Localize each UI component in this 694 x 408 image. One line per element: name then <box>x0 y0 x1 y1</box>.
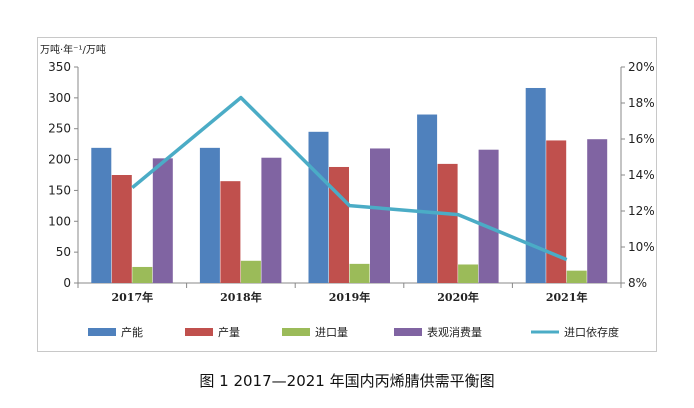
bar-产量 <box>329 166 349 283</box>
figure-caption: 图 1 2017—2021 年国内丙烯腈供需平衡图 <box>199 372 495 390</box>
legend-swatch-进口量 <box>282 328 310 336</box>
bar-进口量 <box>240 260 261 283</box>
y-right-tick-label: 12% <box>628 204 655 218</box>
bar-产能 <box>417 114 438 284</box>
legend-swatch-产量 <box>185 328 213 336</box>
bar-产能 <box>308 131 329 283</box>
y-right-tick-label: 10% <box>628 240 655 254</box>
x-tick-label: 2021年 <box>546 290 588 304</box>
y-left-tick-label: 250 <box>48 122 71 136</box>
y-left-tick-label: 200 <box>48 153 71 167</box>
y-right-tick-label: 14% <box>628 168 655 182</box>
y-left-tick-label: 0 <box>63 276 71 290</box>
legend-label-进口量: 进口量 <box>315 326 348 339</box>
bar-进口量 <box>132 266 153 283</box>
bar-产量 <box>546 140 567 283</box>
bar-表观消费量 <box>261 157 282 283</box>
y-right-tick-label: 8% <box>628 276 647 290</box>
x-tick-label: 2017年 <box>111 290 153 304</box>
legend-swatch-表观消费量 <box>394 328 422 336</box>
bar-产能 <box>199 147 220 283</box>
bar-产能 <box>91 147 112 283</box>
y-left-tick-label: 100 <box>48 214 71 228</box>
y-left-tick-label: 350 <box>48 60 71 74</box>
legend-label-进口依存度: 进口依存度 <box>564 325 619 339</box>
legend-label-产能: 产能 <box>121 325 143 339</box>
y-left-tick-label: 300 <box>48 91 71 105</box>
x-tick-label: 2019年 <box>329 290 371 304</box>
bar-产量 <box>111 175 132 283</box>
bar-表观消费量 <box>152 158 173 283</box>
legend-swatch-产能 <box>88 328 116 336</box>
y-right-tick-label: 16% <box>628 132 655 146</box>
legend-label-产量: 产量 <box>218 325 240 339</box>
bar-产量 <box>220 181 241 283</box>
bar-进口量 <box>458 264 479 283</box>
combo-chart: 万吨·年⁻¹/万吨 0 50 100 150 200 250 300 350 8% 10% 12% 1… <box>40 43 655 339</box>
bar-表观消费量 <box>370 148 390 283</box>
x-tick-label: 2018年 <box>220 290 262 304</box>
legend-label-表观消费量: 表观消费量 <box>427 325 482 339</box>
y-right-tick-label: 18% <box>628 96 655 110</box>
chart-frame: 万吨·年⁻¹/万吨 0 50 100 150 200 250 300 350 8% 10% 12% 1… <box>37 37 657 352</box>
bar-进口量 <box>566 270 587 283</box>
line-series-进口依存度 <box>131 95 568 262</box>
x-tick-label: 2020年 <box>437 290 479 304</box>
bar-产能 <box>525 87 546 284</box>
y-axis-unit-label: 万吨·年⁻¹/万吨 <box>40 43 106 56</box>
bar-进口量 <box>349 263 370 283</box>
bar-产量 <box>437 163 458 283</box>
bar-表观消费量 <box>587 139 608 283</box>
y-left-tick-label: 150 <box>48 183 71 197</box>
bar-表观消费量 <box>478 149 499 283</box>
y-right-tick-label: 20% <box>628 60 655 74</box>
y-left-tick-label: 50 <box>56 245 71 259</box>
